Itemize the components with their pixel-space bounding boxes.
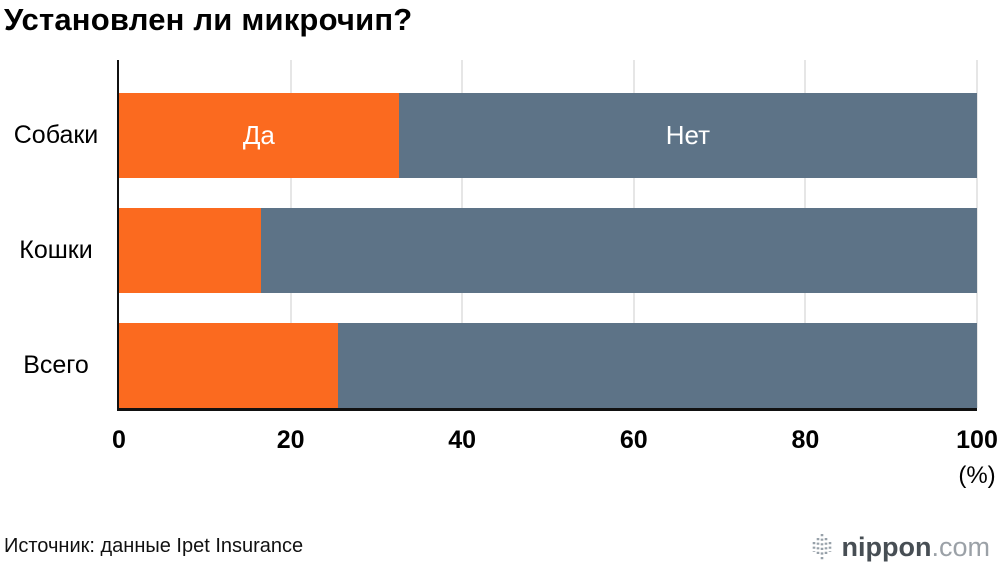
bar-segment-yes: Да	[119, 93, 399, 178]
soundwave-icon	[812, 532, 833, 562]
logo-suffix: .com	[931, 531, 990, 562]
gridline	[976, 60, 978, 408]
bar-row: Кошки	[19, 208, 977, 293]
x-axis-unit-label: (%)	[958, 462, 996, 489]
x-tick-label: 40	[448, 426, 477, 454]
bar-segment-yes	[119, 208, 261, 293]
bar-row: Всего	[23, 323, 977, 408]
bar-segment-yes	[119, 323, 338, 408]
segment-label: Да	[242, 120, 275, 150]
x-tick-label: 100	[956, 426, 998, 454]
x-axis-ticks: (%) 0 20 40 60 80 100	[112, 408, 998, 489]
nippon-logo: nippon.com	[812, 532, 990, 562]
source-note: Источник: данные Ipet Insurance	[4, 535, 304, 557]
x-tick-label: 0	[112, 426, 126, 454]
bar-segment-no	[260, 208, 977, 293]
plot-area: (%) 0 20 40 60 80 100 Собаки Да Нет Кошки Всего	[14, 60, 998, 489]
x-tick-label: 60	[619, 426, 648, 454]
category-label: Кошки	[19, 236, 93, 264]
x-tick-label: 80	[791, 426, 820, 454]
x-tick-label: 20	[276, 426, 305, 454]
bar-segment-no: Нет	[398, 93, 977, 178]
chart-title: Установлен ли микрочип?	[4, 2, 413, 37]
segment-label: Нет	[665, 120, 710, 150]
category-label: Собаки	[13, 121, 99, 149]
logo-name: nippon	[841, 531, 932, 562]
logo-wordmark: nippon.com	[841, 531, 990, 562]
category-label: Всего	[23, 351, 89, 379]
bar-row: Собаки Да Нет	[14, 93, 977, 178]
bar-segment-no	[337, 323, 977, 408]
